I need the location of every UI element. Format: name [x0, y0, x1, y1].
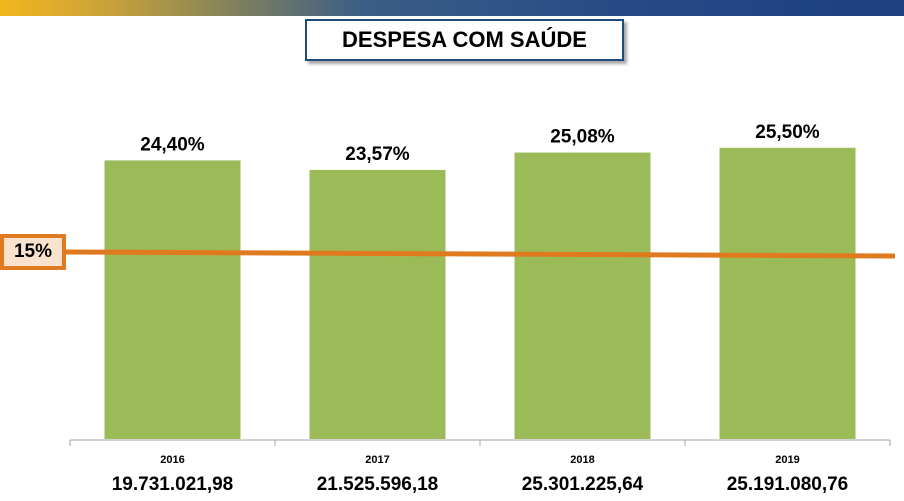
x-tick-label-2019: 2019 [775, 454, 799, 466]
top-banner [0, 0, 904, 16]
bar-2019 [717, 145, 858, 441]
bar-2018 [512, 150, 653, 442]
x-tick-label-2016: 2016 [160, 454, 184, 466]
threshold-line [65, 249, 896, 259]
bar-2017 [307, 167, 448, 441]
x-tick-label-2017: 2017 [365, 454, 389, 466]
x-tick-label-2018: 2018 [570, 454, 594, 466]
data-label-2019: 25,50% [755, 122, 820, 143]
amount-label-2017: 21.525.596,18 [317, 474, 439, 495]
bar-2016 [102, 158, 243, 441]
amount-label-2018: 25.301.225,64 [522, 474, 644, 495]
data-label-2016: 24,40% [140, 134, 205, 155]
data-label-2017: 23,57% [345, 144, 410, 165]
threshold-label-box: 15% [0, 234, 66, 270]
amount-label-2019: 25.191.080,76 [727, 474, 849, 495]
chart-title: DESPESA COM SAÚDE [305, 19, 624, 61]
data-label-2018: 25,08% [550, 127, 615, 148]
amount-label-2016: 19.731.021,98 [112, 474, 234, 495]
threshold-label: 15% [13, 241, 53, 262]
chart-title-text: DESPESA COM SAÚDE [342, 27, 587, 52]
